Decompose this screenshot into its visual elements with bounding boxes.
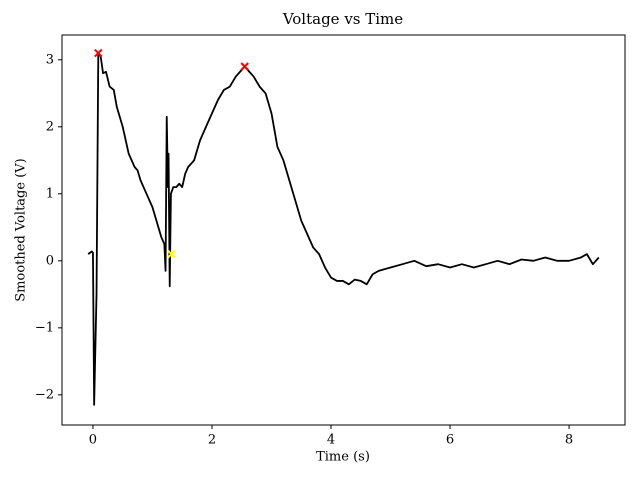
x-tick-label: 2	[208, 433, 216, 448]
marker	[94, 48, 103, 58]
y-tick-label: 3	[46, 52, 54, 67]
x-axis-label: Time (s)	[316, 450, 370, 465]
x-tick-label: 4	[327, 433, 335, 448]
x-tick-label: 6	[446, 433, 454, 448]
y-axis-label: Smoothed Voltage (V)	[14, 158, 29, 301]
data-line	[87, 52, 600, 406]
marker	[167, 249, 176, 259]
y-tick-label: 1	[46, 186, 54, 201]
y-tick-label: 2	[46, 119, 54, 134]
plot-frame	[61, 34, 626, 426]
y-tick-label: 0	[46, 253, 54, 268]
marker	[240, 62, 249, 71]
x-tick-label: 8	[565, 433, 573, 448]
chart-title: Voltage vs Time	[282, 10, 403, 28]
y-tick-label: −1	[35, 320, 54, 335]
y-tick-label: −2	[35, 387, 54, 402]
x-tick-label: 0	[89, 433, 97, 448]
